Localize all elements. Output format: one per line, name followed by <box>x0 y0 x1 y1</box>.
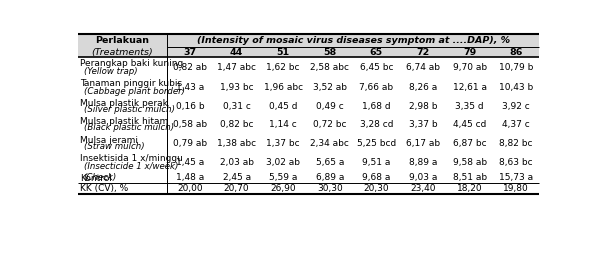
Text: 15,73 a: 15,73 a <box>499 173 533 182</box>
Text: 3,52 ab: 3,52 ab <box>313 82 347 91</box>
Text: 37: 37 <box>184 48 197 57</box>
Text: 26,90: 26,90 <box>270 184 296 193</box>
Text: 8,63 bc: 8,63 bc <box>500 158 533 167</box>
Text: 1,96 abc: 1,96 abc <box>264 82 303 91</box>
Text: 0,58 ab: 0,58 ab <box>173 120 207 129</box>
Text: 0,49 c: 0,49 c <box>316 102 344 111</box>
Text: (Silver plastic mulch): (Silver plastic mulch) <box>84 105 175 114</box>
Text: 4,45 cd: 4,45 cd <box>453 120 486 129</box>
Text: 5,25 bcd: 5,25 bcd <box>357 139 396 148</box>
Text: 19,80: 19,80 <box>503 184 529 193</box>
Text: Mulsa plastik hitam: Mulsa plastik hitam <box>80 117 168 126</box>
Text: 9,68 a: 9,68 a <box>362 173 391 182</box>
Text: (Yellow trap): (Yellow trap) <box>84 67 137 76</box>
Text: 3,02 ab: 3,02 ab <box>266 158 300 167</box>
Text: Tanaman pinggir kubis: Tanaman pinggir kubis <box>80 79 182 88</box>
Text: 2,58 abc: 2,58 abc <box>310 62 349 71</box>
Text: 0,31 c: 0,31 c <box>223 102 250 111</box>
Text: 8,26 a: 8,26 a <box>409 82 437 91</box>
Text: 3,92 c: 3,92 c <box>502 102 530 111</box>
Text: 9,51 a: 9,51 a <box>362 158 391 167</box>
Text: 1,47 abc: 1,47 abc <box>217 62 256 71</box>
Text: 3,35 d: 3,35 d <box>455 102 484 111</box>
Text: 51: 51 <box>277 48 290 57</box>
Text: 6,45 bc: 6,45 bc <box>359 62 393 71</box>
Text: 1,62 bc: 1,62 bc <box>267 62 300 71</box>
Text: 12,61 a: 12,61 a <box>453 82 486 91</box>
Text: 72: 72 <box>417 48 430 57</box>
Text: 1,14 c: 1,14 c <box>269 120 297 129</box>
Text: 1,93 bc: 1,93 bc <box>220 82 253 91</box>
Text: 6,74 ab: 6,74 ab <box>406 62 440 71</box>
Text: Insektisida 1 x/minggu: Insektisida 1 x/minggu <box>80 154 183 163</box>
Text: 3,37 b: 3,37 b <box>409 120 437 129</box>
Text: (Check): (Check) <box>84 173 117 182</box>
Text: 6,17 ab: 6,17 ab <box>406 139 440 148</box>
Bar <box>78 34 539 57</box>
Text: 8,89 a: 8,89 a <box>409 158 437 167</box>
Text: 20,00: 20,00 <box>177 184 203 193</box>
Text: 2,45 a: 2,45 a <box>223 173 250 182</box>
Text: 6,87 bc: 6,87 bc <box>453 139 486 148</box>
Text: KK (CV), %: KK (CV), % <box>80 184 128 193</box>
Text: 1,48 a: 1,48 a <box>176 173 204 182</box>
Text: 0,82 ab: 0,82 ab <box>173 62 207 71</box>
Text: 0,72 bc: 0,72 bc <box>313 120 347 129</box>
Text: 8,51 ab: 8,51 ab <box>453 173 486 182</box>
Text: 86: 86 <box>509 48 523 57</box>
Text: 10,43 b: 10,43 b <box>499 82 533 91</box>
Text: 3,28 cd: 3,28 cd <box>359 120 393 129</box>
Text: Perangkap baki kuning: Perangkap baki kuning <box>80 59 183 68</box>
Text: 0,82 bc: 0,82 bc <box>220 120 253 129</box>
Text: 1,45 a: 1,45 a <box>176 158 204 167</box>
Text: 65: 65 <box>370 48 383 57</box>
Text: (Insecticide 1 x/week): (Insecticide 1 x/week) <box>84 162 178 171</box>
Text: 1,43 a: 1,43 a <box>176 82 204 91</box>
Text: 2,98 b: 2,98 b <box>409 102 437 111</box>
Text: 1,68 d: 1,68 d <box>362 102 391 111</box>
Text: 1,37 bc: 1,37 bc <box>266 139 300 148</box>
Text: 0,79 ab: 0,79 ab <box>173 139 207 148</box>
Text: Mulsa jerami: Mulsa jerami <box>80 135 138 144</box>
Text: 30,30: 30,30 <box>317 184 343 193</box>
Text: 79: 79 <box>463 48 476 57</box>
Text: 2,03 ab: 2,03 ab <box>220 158 253 167</box>
Text: 10,79 b: 10,79 b <box>499 62 533 71</box>
Text: 5,65 a: 5,65 a <box>315 158 344 167</box>
Text: 7,66 ab: 7,66 ab <box>359 82 394 91</box>
Text: 0,16 b: 0,16 b <box>176 102 204 111</box>
Text: 58: 58 <box>323 48 337 57</box>
Text: (Straw mulch): (Straw mulch) <box>84 142 144 151</box>
Text: (Cabbage plant border): (Cabbage plant border) <box>84 87 185 96</box>
Text: 20,30: 20,30 <box>364 184 389 193</box>
Text: 20,70: 20,70 <box>224 184 249 193</box>
Text: 5,59 a: 5,59 a <box>269 173 297 182</box>
Text: (Treatments): (Treatments) <box>92 48 153 57</box>
Text: 2,34 abc: 2,34 abc <box>311 139 349 148</box>
Text: 44: 44 <box>230 48 243 57</box>
Text: 8,82 bc: 8,82 bc <box>500 139 533 148</box>
Text: 0,45 d: 0,45 d <box>269 102 297 111</box>
Text: 6,89 a: 6,89 a <box>315 173 344 182</box>
Text: Perlakuan: Perlakuan <box>95 36 149 45</box>
Text: (Intensity of mosaic virus diseases symptom at ....DAP), %: (Intensity of mosaic virus diseases symp… <box>196 36 510 45</box>
Text: 9,58 ab: 9,58 ab <box>453 158 486 167</box>
Text: 9,03 a: 9,03 a <box>409 173 437 182</box>
Text: 23,40: 23,40 <box>410 184 436 193</box>
Text: Mulsa plastik perak: Mulsa plastik perak <box>80 99 168 108</box>
Text: 18,20: 18,20 <box>457 184 482 193</box>
Text: Kontrol: Kontrol <box>80 174 112 183</box>
Text: 1,38 abc: 1,38 abc <box>217 139 256 148</box>
Text: (Black plastic mulch): (Black plastic mulch) <box>84 123 174 132</box>
Text: 4,37 c: 4,37 c <box>502 120 530 129</box>
Text: 9,70 ab: 9,70 ab <box>453 62 486 71</box>
